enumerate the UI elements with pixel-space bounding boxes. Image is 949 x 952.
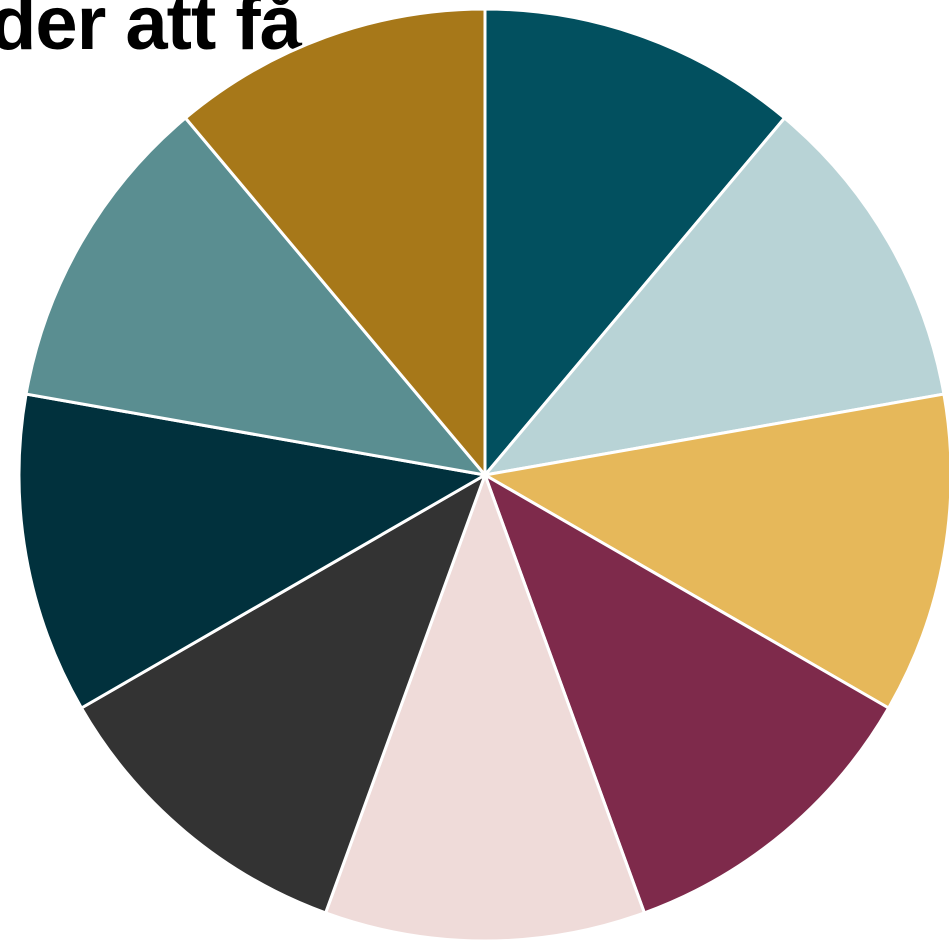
pie-slice-1 bbox=[483, 7, 787, 477]
pie-slice-9 bbox=[183, 7, 487, 477]
pie-slice-8 bbox=[24, 116, 487, 477]
pie-slice-3 bbox=[483, 392, 949, 710]
pie-slice-5 bbox=[324, 473, 646, 943]
chart-title: der att få bbox=[0, 0, 302, 66]
pie-slice-4 bbox=[483, 473, 891, 915]
pie-slice-2 bbox=[483, 116, 946, 477]
pie-slice-7 bbox=[17, 392, 487, 710]
pie-slice-6 bbox=[79, 473, 487, 915]
